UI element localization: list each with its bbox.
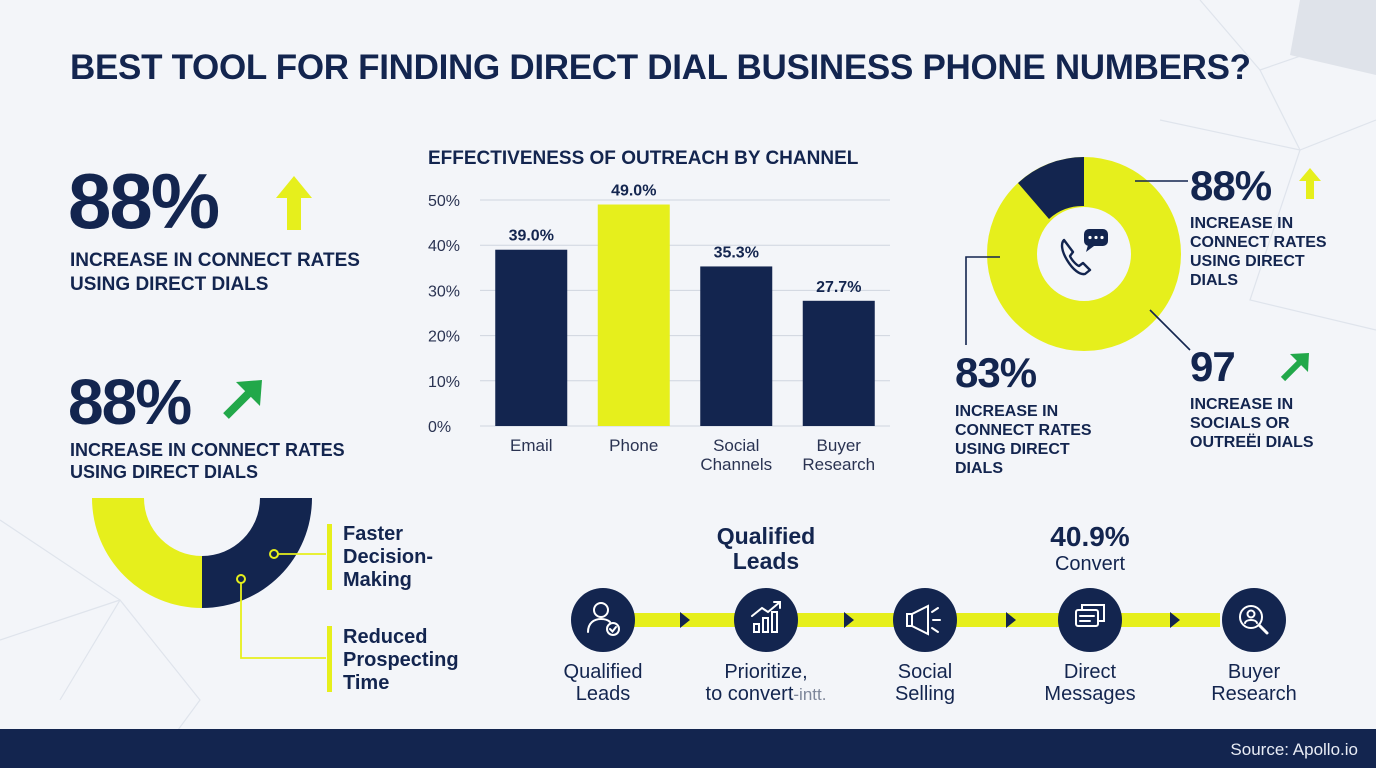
stat-mid-left-value: 88%	[68, 366, 192, 438]
caption-line: INCREASE IN	[1190, 215, 1294, 232]
flow-step-direct-messages: Direct Messages	[1010, 661, 1170, 705]
flow-step-line: to convert-intt.	[686, 683, 846, 706]
page-title: BEST TOOL FOR FINDING DIRECT DIAL BUSINE…	[70, 48, 1251, 87]
caption-line: SOCIALS OR	[1190, 415, 1290, 432]
source-credit: Source: Apollo.io	[1230, 740, 1358, 759]
caption-line: USING DIRECT	[955, 441, 1070, 458]
caption-line: CONNECT RATES	[1190, 234, 1327, 251]
bullet-line: Prospecting	[343, 649, 459, 671]
flow-step-line: Social	[897, 661, 953, 683]
flow-step-line: Selling	[894, 683, 956, 705]
flow-header-line: Convert	[1054, 553, 1126, 575]
trend-up-arrow-icon	[1280, 353, 1309, 382]
donut-stat-b-value: 83%	[955, 349, 1037, 396]
flow-step-social-selling: Social Selling	[845, 661, 1005, 705]
donut-stat-c-value: 97	[1190, 343, 1236, 390]
bar-1	[597, 204, 670, 426]
bullet-line: Decision-	[343, 546, 434, 568]
flow-step-line: Leads	[575, 683, 631, 705]
caption-line: INCREASE IN	[1190, 396, 1294, 413]
data-label: 39.0%	[509, 228, 554, 245]
flow-step-line: Prioritize,	[724, 661, 808, 683]
caption-line: USING DIRECT DIALS	[70, 274, 269, 295]
half-donut-chart	[92, 498, 326, 659]
up-arrow-icon	[276, 176, 312, 230]
flow-header-line: Qualified	[716, 523, 816, 549]
caption-line: INCREASE IN	[955, 403, 1059, 420]
flow-step-text: to convert	[705, 683, 794, 705]
flow-step-line: Qualified	[563, 661, 643, 683]
flow-step-buyer-research: Buyer Research	[1174, 661, 1334, 705]
bullet-line: Faster	[343, 523, 404, 545]
stat-top-left-caption: INCREASE IN CONNECT RATES USING DIRECT D…	[70, 249, 360, 297]
donut-chart-right	[965, 157, 1191, 351]
footer-bar	[0, 729, 1376, 768]
bullet-line: Reduced	[343, 626, 428, 648]
caption-line: OUTREËI DIALS	[1190, 434, 1314, 451]
donut-stat-c-caption: INCREASE IN SOCIALS OR OUTREËI DIALS	[1190, 395, 1314, 452]
bullet-faster-decision: Faster Decision- Making	[343, 523, 433, 592]
stat-top-left-value: 88%	[68, 157, 220, 245]
x-tick-label: Channels	[700, 455, 772, 474]
data-label: 27.7%	[816, 279, 861, 296]
bullet-reduced-time: Reduced Prospecting Time	[343, 626, 459, 695]
data-label: 49.0%	[611, 183, 656, 200]
flow-step-line: Direct	[1063, 661, 1117, 683]
y-tick-label: 20%	[428, 329, 460, 346]
flow-step-line: Research	[1211, 683, 1297, 705]
y-tick-label: 40%	[428, 238, 460, 255]
flow-header-value: 40.9%	[1050, 521, 1130, 552]
caption-line: USING DIRECT	[1190, 253, 1305, 270]
y-tick-label: 10%	[428, 374, 460, 391]
flow-header-line: Leads	[732, 548, 800, 574]
flow-step-suffix: -intt.	[793, 685, 827, 704]
y-tick-label: 0%	[428, 419, 451, 436]
x-tick-label: Research	[802, 455, 875, 474]
flow-header-qualified-leads: Qualified Leads	[686, 524, 846, 574]
up-arrow-icon	[1299, 168, 1321, 199]
bar-3	[802, 300, 875, 426]
flow-step-line: Buyer	[1227, 661, 1281, 683]
x-tick-label: Buyer	[817, 436, 862, 455]
chart-title: EFFECTIVENESS OF OUTREACH BY CHANNEL	[428, 148, 859, 169]
x-tick-label: Phone	[609, 436, 658, 455]
bar-0	[495, 249, 568, 426]
bar-2	[700, 266, 773, 426]
caption-line: INCREASE IN CONNECT RATES	[70, 250, 360, 271]
flow-step-prioritize: Prioritize, to convert-intt.	[686, 661, 846, 706]
y-tick-label: 30%	[428, 283, 460, 300]
donut-stat-a-caption: INCREASE IN CONNECT RATES USING DIRECT D…	[1190, 214, 1327, 290]
donut-stat-a-value: 88%	[1190, 162, 1272, 209]
caption-line: DIALS	[955, 460, 1003, 477]
data-label: 35.3%	[714, 244, 759, 261]
caption-line: DIALS	[1190, 272, 1238, 289]
donut-stat-b-caption: INCREASE IN CONNECT RATES USING DIRECT D…	[955, 402, 1092, 478]
stat-mid-left-caption: INCREASE IN CONNECT RATES USING DIRECT D…	[70, 439, 345, 483]
y-tick-label: 50%	[428, 193, 460, 210]
caption-line: CONNECT RATES	[955, 422, 1092, 439]
x-tick-label: Email	[510, 436, 553, 455]
flow-step-qualified-leads: Qualified Leads	[523, 661, 683, 705]
phone-chat-icon	[1060, 229, 1108, 276]
flow-track	[571, 588, 1286, 652]
caption-line: USING DIRECT DIALS	[70, 462, 259, 482]
x-tick-label: Social	[713, 436, 759, 455]
bullet-bar	[327, 626, 332, 692]
bullet-line: Time	[343, 672, 390, 694]
bullet-bar	[327, 524, 332, 590]
trend-up-arrow-icon	[223, 380, 262, 419]
bar-chart: 0% 10% 20% 30% 40% 50% 39.0% Email 49.0% Phone 35.…	[428, 183, 890, 474]
flow-header-convert: 40.9% Convert	[1010, 522, 1170, 576]
flow-step-line: Messages	[1044, 683, 1136, 705]
bullet-line: Making	[343, 569, 412, 591]
caption-line: INCREASE IN CONNECT RATES	[70, 440, 345, 460]
